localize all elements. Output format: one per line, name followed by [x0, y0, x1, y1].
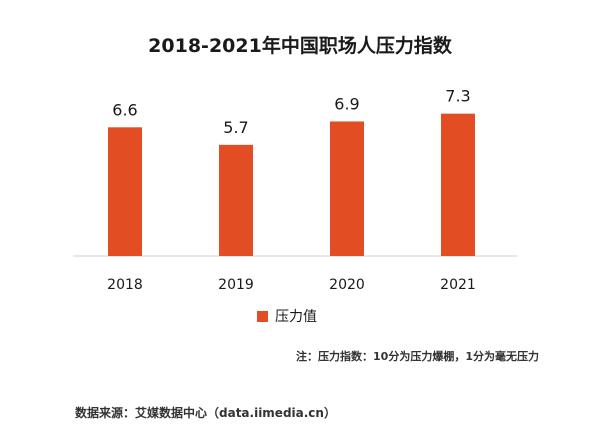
bar-2020 [330, 121, 364, 256]
value-label-2020: 6.9 [334, 94, 359, 113]
legend-swatch [257, 310, 268, 322]
x-tick-label-2019: 2019 [218, 277, 254, 293]
legend-label: 压力值 [275, 309, 317, 325]
x-tick-label-2021: 2021 [440, 277, 476, 293]
chart-note: 注：压力指数：10分为压力爆棚，1分为毫无压力 [296, 350, 539, 363]
x-tick-label-2018: 2018 [107, 277, 143, 293]
x-tick-label-2020: 2020 [329, 277, 365, 293]
value-label-2019: 5.7 [223, 118, 248, 137]
bar-2019 [219, 144, 253, 256]
data-source: 数据来源：艾媒数据中心（data.iimedia.cn） [75, 406, 336, 420]
legend: 压力值 [257, 306, 317, 326]
bar-2018 [108, 127, 142, 256]
value-label-2021: 7.3 [445, 87, 470, 106]
chart-title: 2018-2021年中国职场人压力指数 [148, 35, 452, 57]
bar-2021 [441, 113, 475, 257]
value-label-2018: 6.6 [112, 100, 137, 119]
